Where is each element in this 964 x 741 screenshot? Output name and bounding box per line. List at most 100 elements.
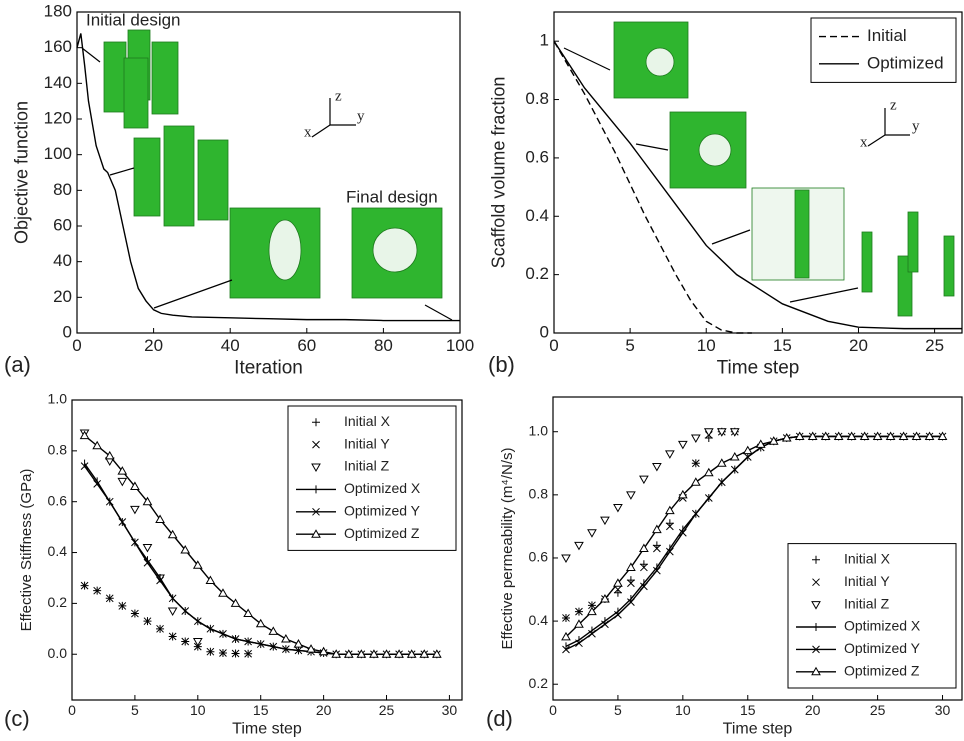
marker	[729, 451, 740, 461]
arrow	[424, 304, 453, 321]
annotations: Initial design Final design	[86, 10, 438, 206]
y-tick-label: 1.0	[48, 391, 68, 407]
x-tick-label: 5	[625, 336, 634, 355]
marker	[93, 586, 102, 595]
legend-label: Initial Y	[844, 573, 890, 589]
marker	[601, 620, 609, 629]
panel-label: (d)	[486, 706, 513, 731]
marker	[666, 547, 674, 556]
y-tick-label: 80	[53, 180, 72, 199]
legend-marker	[811, 666, 821, 676]
arrow	[563, 47, 611, 71]
y-tick-label: 40	[53, 251, 72, 270]
marker	[664, 450, 675, 459]
scaffold-shapes	[103, 21, 955, 317]
y-tick-label: 180	[44, 1, 72, 20]
arrow	[635, 143, 669, 151]
x-tick-label: 5	[614, 702, 622, 718]
x-tick-label: 25	[379, 702, 395, 718]
x-tick-label: 10	[697, 336, 716, 355]
legend-label: Initial X	[344, 413, 391, 429]
marker	[587, 529, 597, 538]
x-tick-label: 15	[253, 702, 269, 718]
y-tick-label: 60	[53, 215, 72, 234]
marker	[244, 637, 252, 646]
marker	[587, 606, 597, 616]
marker	[639, 475, 649, 485]
marker	[627, 598, 635, 607]
legend-label: Optimized X	[344, 480, 421, 496]
legend-label: Initial	[867, 26, 907, 45]
y-tick-label: 120	[44, 108, 72, 127]
marker	[716, 428, 727, 437]
marker	[192, 638, 203, 647]
pillar	[133, 137, 161, 217]
marker	[117, 477, 128, 487]
marker	[924, 431, 935, 440]
marker	[781, 433, 792, 442]
series-line	[76, 33, 460, 322]
marker	[219, 649, 227, 657]
legend-marker	[312, 440, 320, 449]
hole	[268, 219, 302, 281]
marker	[703, 467, 714, 477]
x-axis-label: Time step	[232, 721, 302, 738]
marker	[306, 644, 316, 653]
y-tick-label: 0.8	[48, 442, 68, 458]
marker	[180, 544, 191, 554]
x-tick-label: 20	[849, 336, 868, 355]
legend-label: Optimized Z	[344, 525, 420, 541]
y-tick-label: 0.2	[529, 675, 549, 691]
y-tick-label: 0.2	[525, 264, 549, 283]
marker	[574, 541, 584, 551]
marker	[575, 639, 583, 648]
x-tick-label: 5	[131, 702, 139, 718]
y-tick-label: 0	[63, 322, 72, 341]
arrow	[153, 279, 233, 309]
legend-label: Initial X	[844, 551, 891, 567]
marker	[794, 431, 805, 440]
marker	[155, 514, 165, 523]
x-tick-label: 40	[221, 336, 240, 355]
legend-marker	[812, 555, 820, 564]
marker	[703, 428, 714, 437]
marker	[181, 607, 190, 615]
marker	[219, 630, 227, 638]
y-axis-label: Scaffold volume fraction	[488, 77, 508, 269]
marker	[356, 649, 367, 658]
marker	[768, 436, 779, 445]
hole	[372, 227, 418, 273]
marker	[600, 516, 610, 526]
marker	[704, 494, 713, 502]
marker	[193, 617, 202, 626]
marker	[677, 489, 688, 499]
y-axis-label: Effective Stiffness (GPa)	[18, 469, 35, 632]
marker	[193, 642, 202, 651]
plot-frame	[553, 11, 963, 334]
marker	[167, 607, 178, 617]
y-tick-label: 0.2	[48, 594, 68, 610]
marker	[653, 566, 661, 575]
marker	[205, 575, 216, 585]
y-tick-label: 0.8	[529, 486, 549, 502]
marker	[168, 632, 177, 641]
x-tick-label: 15	[740, 702, 756, 718]
panel-label: (c)	[4, 706, 30, 731]
marker	[690, 434, 701, 444]
x-tick-label: 25	[870, 702, 886, 718]
marker	[639, 543, 649, 552]
arrow	[81, 47, 101, 63]
marker	[600, 593, 610, 603]
y-axis-label: Effective permeability (m⁴/N/s)	[499, 447, 516, 649]
marker	[118, 602, 127, 610]
x-tick-label: 0	[549, 702, 557, 718]
x-tick-label: 0	[68, 702, 76, 718]
legend-label: Initial Z	[344, 458, 390, 474]
triad-label: y	[912, 118, 920, 134]
x-tick-label: 10	[675, 702, 691, 718]
marker	[80, 581, 89, 590]
x-tick-label: 20	[805, 702, 821, 718]
y-tick-label: 0.4	[48, 543, 68, 559]
x-tick-label: 100	[446, 336, 474, 355]
